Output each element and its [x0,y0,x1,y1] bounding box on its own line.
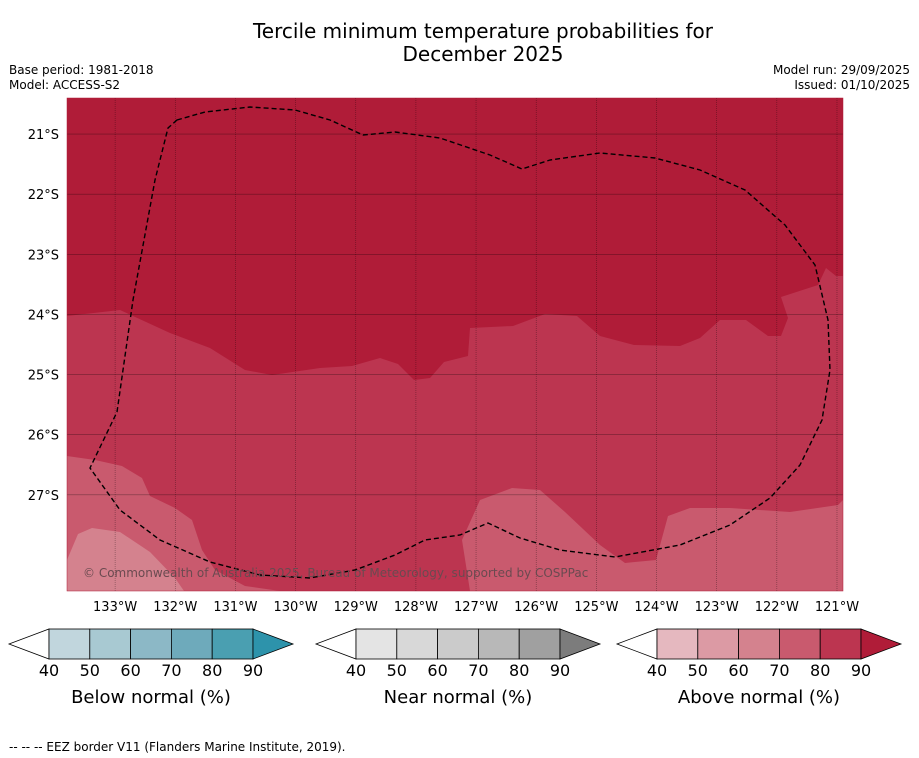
legend-extend-low [314,628,357,660]
x-tick-label: 126°W [514,600,558,615]
x-axis: 133°W 132°W 131°W 130°W 129°W 128°W 127°W 126°W… [93,600,859,615]
legend-tick-label: 80 [202,661,222,680]
legend-title: Below normal (%) [71,687,231,708]
legend-colorbar-1: 40 50 60 70 80 90 Near normal (%) [314,628,602,708]
plot-frame [66,97,844,592]
legend-swatch [355,628,398,660]
legend-tick-label: 70 [468,661,488,680]
footnote-eez: -- -- -- EEZ border V11 (Flanders Marine… [9,740,346,754]
chart-title: Tercile minimum temperature probabilitie… [0,20,919,66]
y-tick-label: 22°S [28,188,59,203]
legend-swatch [130,628,172,660]
y-tick-label: 23°S [28,248,59,263]
legend-tick-label: 40 [346,661,366,680]
legend-tick-label: 70 [161,661,181,680]
map-area: © Commonwealth of Australia 2025, Bureau… [67,98,843,591]
legend-swatch [656,628,699,660]
legends: 40 50 60 70 80 90 Below normal (%) 40 50 60 70 80 90… [7,628,903,708]
legend-tick-label: 70 [769,661,789,680]
x-tick-label: 125°W [574,600,618,615]
y-tick-label: 24°S [28,308,59,323]
gridlines [67,98,843,591]
x-tick-label: 133°W [93,600,137,615]
region-above-90 [67,98,843,380]
legend-extend-low [615,628,658,660]
legend-tick-label: 80 [509,661,529,680]
y-tick-label: 27°S [28,489,59,504]
legend-colorbar-0: 40 50 60 70 80 90 Below normal (%) [7,628,295,708]
legend-tick-label: 40 [39,661,59,680]
chart-title-line2: December 2025 [402,42,564,66]
copyright-text: © Commonwealth of Australia 2025, Bureau… [83,566,588,580]
x-tick-label: 123°W [695,600,739,615]
legend-extend-high [559,628,602,660]
model-name: Model: ACCESS-S2 [9,78,121,92]
meta-left: Base period: 1981-2018 Model: ACCESS-S2 [9,63,154,93]
meta-right: Model run: 29/09/2025 Issued: 01/10/2025 [773,63,910,93]
legend-tick-label: 60 [427,661,447,680]
x-tick-label: 122°W [755,600,799,615]
legend-tick-label: 50 [688,661,708,680]
legend-swatch [779,628,821,660]
legend-tick-label: 80 [810,661,830,680]
x-tick-label: 121°W [815,600,859,615]
legend-tick-label: 90 [243,661,263,680]
chart-title-line1: Tercile minimum temperature probabilitie… [252,19,714,43]
y-tick-label: 25°S [28,369,59,384]
legend-tick-label: 50 [387,661,407,680]
base-period: Base period: 1981-2018 [9,63,154,77]
legend-swatch [819,628,862,660]
x-tick-label: 130°W [274,600,318,615]
legend-swatch [518,628,561,660]
legend-tick-label: 60 [728,661,748,680]
legend-tick-label: 50 [80,661,100,680]
legend-tick-label: 60 [120,661,140,680]
legend-tick-label: 90 [550,661,570,680]
legend-swatch [89,628,132,660]
eez-border [89,106,831,579]
legend-tick-label: 90 [851,661,871,680]
y-tick-label: 21°S [28,128,59,143]
legend-swatch [48,628,91,660]
legend-tick-label: 40 [647,661,667,680]
y-axis: 21°S 22°S 23°S 24°S 25°S 26°S 27°S [28,128,59,504]
legend-swatch [396,628,438,660]
legend-extend-low [7,628,50,660]
legend-title: Near normal (%) [384,687,533,708]
legend-swatch [211,628,254,660]
x-tick-label: 132°W [153,600,197,615]
legend-title: Above normal (%) [678,687,840,708]
x-tick-label: 127°W [454,600,498,615]
legend-swatch [697,628,739,660]
legend-extend-high [252,628,295,660]
model-run: Model run: 29/09/2025 [772,63,910,77]
issued-date: Issued: 01/10/2025 [794,78,910,92]
y-tick-label: 26°S [28,429,59,444]
legend-swatch [170,628,213,660]
legend-swatch [437,628,479,660]
legend-swatch [477,628,520,660]
x-tick-label: 131°W [213,600,257,615]
legend-colorbar-2: 40 50 60 70 80 90 Above normal (%) [615,628,903,708]
region-above-60 [67,528,184,591]
x-tick-label: 124°W [634,600,678,615]
x-tick-label: 129°W [334,600,378,615]
x-tick-label: 128°W [394,600,438,615]
legend-extend-high [860,628,903,660]
legend-swatch [738,628,780,660]
